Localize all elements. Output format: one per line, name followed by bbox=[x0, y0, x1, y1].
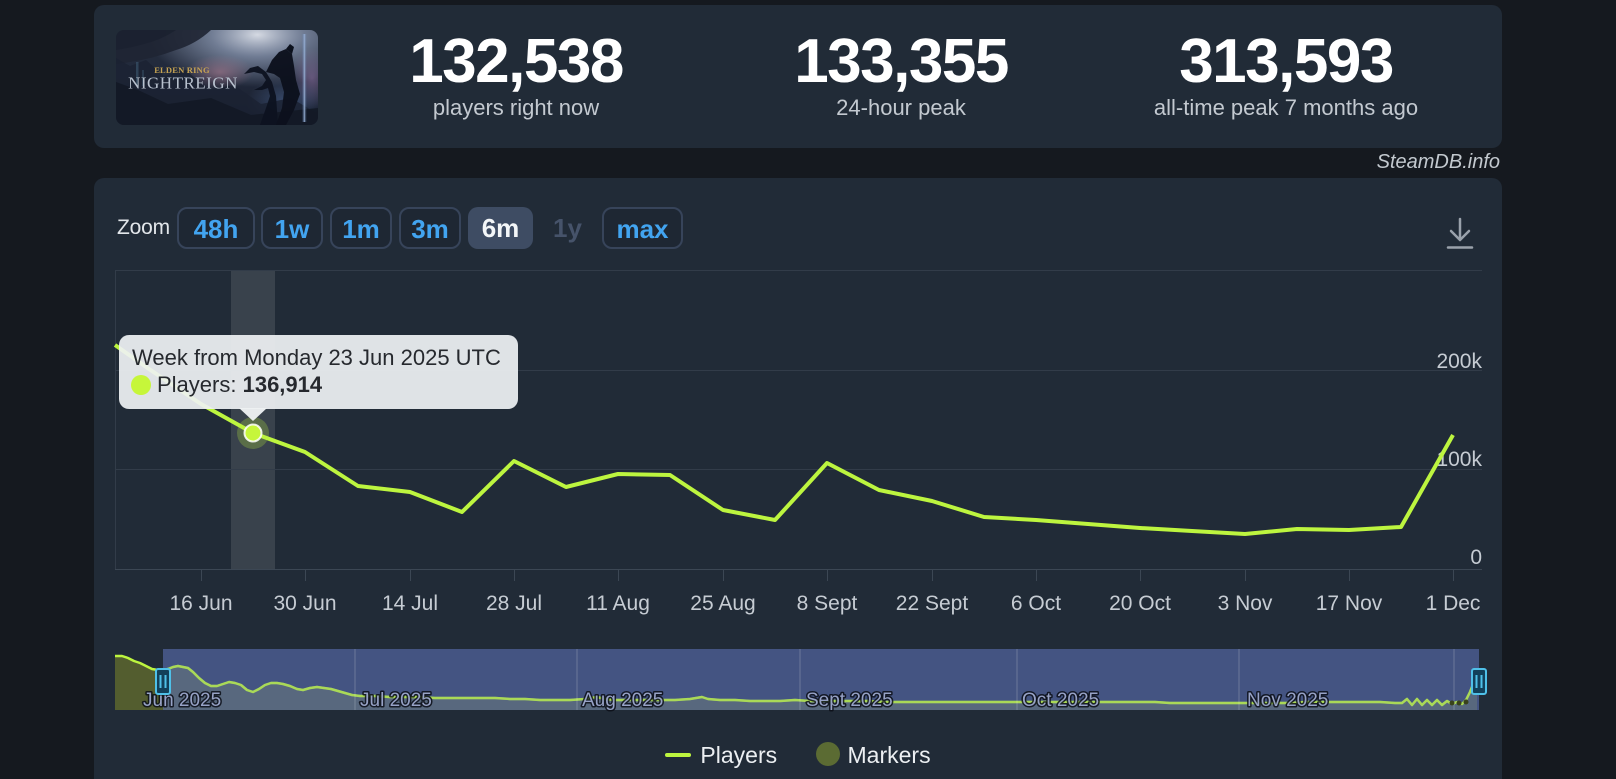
svg-text:6 Oct: 6 Oct bbox=[1011, 592, 1061, 615]
svg-text:Nov 2025: Nov 2025 bbox=[1247, 690, 1328, 711]
svg-text:14 Jul: 14 Jul bbox=[382, 592, 438, 615]
svg-text:Aug 2025: Aug 2025 bbox=[582, 690, 663, 711]
svg-text:0: 0 bbox=[1470, 546, 1482, 569]
svg-text:16 Jun: 16 Jun bbox=[169, 592, 232, 615]
svg-text:100k: 100k bbox=[1436, 448, 1482, 471]
svg-text:17 Nov: 17 Nov bbox=[1316, 592, 1383, 615]
svg-text:NIGHTREIGN: NIGHTREIGN bbox=[128, 74, 238, 93]
svg-text:3 Nov: 3 Nov bbox=[1218, 592, 1273, 615]
svg-text:28 Jul: 28 Jul bbox=[486, 592, 542, 615]
svg-text:11 Aug: 11 Aug bbox=[586, 592, 650, 615]
svg-text:1 Dec: 1 Dec bbox=[1426, 592, 1481, 615]
svg-text:Jul 2025: Jul 2025 bbox=[360, 690, 432, 711]
svg-text:8 Sept: 8 Sept bbox=[797, 592, 858, 615]
svg-text:Sept 2025: Sept 2025 bbox=[806, 690, 893, 711]
svg-text:20 Oct: 20 Oct bbox=[1109, 592, 1171, 615]
svg-text:Oct 2025: Oct 2025 bbox=[1022, 690, 1099, 711]
svg-text:ELDEN RING: ELDEN RING bbox=[154, 65, 210, 75]
svg-text:25 Aug: 25 Aug bbox=[690, 592, 755, 615]
svg-text:Jun 2025: Jun 2025 bbox=[143, 690, 221, 711]
svg-text:30 Jun: 30 Jun bbox=[273, 592, 336, 615]
svg-text:200k: 200k bbox=[1436, 350, 1482, 373]
svg-text:22 Sept: 22 Sept bbox=[896, 592, 969, 615]
